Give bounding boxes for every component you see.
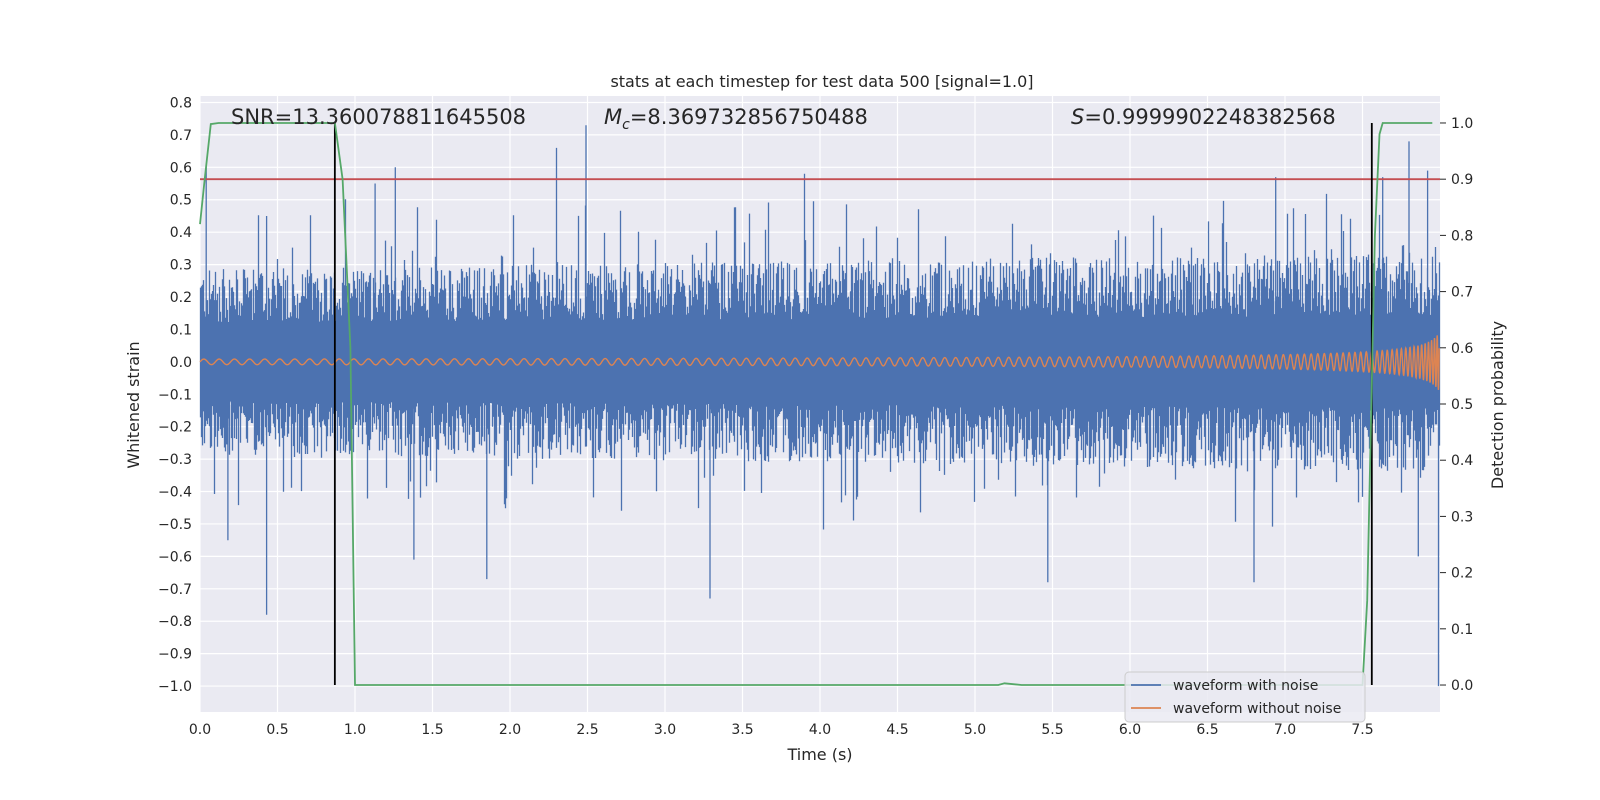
x-tick-label: 1.0 — [344, 722, 366, 738]
x-tick-label: 1.5 — [421, 722, 443, 738]
series-waveform-with-noise — [199, 125, 1441, 687]
y2-tick-label: 0.7 — [1451, 285, 1473, 301]
x-tick-label: 2.5 — [576, 722, 598, 738]
y2-tick-label: 0.1 — [1451, 622, 1473, 638]
y-tick-label: −0.7 — [158, 582, 192, 598]
y2-tick-label: 0.4 — [1451, 453, 1473, 469]
series-waveform-without-noise — [199, 335, 1440, 390]
x-tick-label: 5.5 — [1041, 722, 1063, 738]
overlay-lines — [199, 122, 1440, 686]
y-tick-label: −0.5 — [158, 517, 192, 533]
x-tick-label: 6.0 — [1119, 722, 1141, 738]
y-tick-label: −0.1 — [158, 387, 192, 403]
y2-tick-label: 1.0 — [1451, 116, 1473, 132]
legend-box — [1124, 671, 1366, 723]
x-tick-label: 5.0 — [964, 722, 986, 738]
y2-tick-label: 0.2 — [1451, 566, 1473, 582]
chirp-mass-annotation: Mc=8.369732856750488 — [604, 105, 868, 133]
y2-tick-label: 0.8 — [1451, 228, 1473, 244]
x-tick-label: 3.0 — [654, 722, 676, 738]
y2-tick-label: 0.9 — [1451, 172, 1473, 188]
snr-annotation: SNR=13.360078811645508 — [231, 105, 526, 129]
chirp-trace — [199, 335, 1440, 390]
y2-tick-label: 0.0 — [1451, 678, 1473, 694]
y2-tick-label: 0.6 — [1451, 341, 1473, 357]
y-tick-label: 0.1 — [170, 322, 192, 338]
tick-labels: 0.0 0.5 1.0 1.5 2.0 2.5 3.0 3.5 4.0 4.5 5.0 5.5 6.0 6… — [158, 95, 1473, 738]
y-tick-label: −0.6 — [158, 549, 192, 565]
mc-symbol: M — [604, 105, 622, 129]
x-axis-label: Time (s) — [786, 745, 852, 764]
x-tick-label: 4.5 — [886, 722, 908, 738]
y-tick-label: 0.3 — [170, 258, 192, 274]
legend: waveform with noise waveform without noi… — [1124, 671, 1366, 723]
y2-tick-label: 0.5 — [1451, 397, 1473, 413]
y-tick-label: −0.9 — [158, 647, 192, 663]
y-tick-label: 0.2 — [170, 290, 192, 306]
x-tick-label: 7.0 — [1274, 722, 1296, 738]
y-tick-label: −0.4 — [158, 485, 192, 501]
y-tick-label: 0.6 — [170, 160, 192, 176]
x-tick-label: 0.5 — [266, 722, 288, 738]
x-tick-label: 4.0 — [809, 722, 831, 738]
s-symbol: S — [1071, 105, 1084, 129]
detection-probability-line — [199, 122, 1433, 686]
y-tick-label: 0.8 — [170, 95, 192, 111]
y2-axis-label: Detection probability — [1488, 321, 1507, 489]
mc-value: =8.369732856750488 — [630, 105, 868, 129]
y-tick-label: −0.8 — [158, 614, 192, 630]
y-tick-label: 0.7 — [170, 128, 192, 144]
y-tick-label: −1.0 — [158, 679, 192, 695]
y-axis-label: Whitened strain — [124, 341, 143, 468]
legend-label-noise: waveform with noise — [1173, 678, 1318, 694]
x-tick-label: 2.0 — [499, 722, 521, 738]
y-tick-label: −0.3 — [158, 452, 192, 468]
y-tick-label: −0.2 — [158, 420, 192, 436]
x-tick-label: 3.5 — [731, 722, 753, 738]
x-tick-label: 0.0 — [189, 722, 211, 738]
x-tick-label: 6.5 — [1196, 722, 1218, 738]
y-tick-label: 0.5 — [170, 193, 192, 209]
s-value: =0.9999902248382568 — [1084, 105, 1335, 129]
y2-tick-label: 0.3 — [1451, 509, 1473, 525]
y-tick-label: 0.0 — [170, 355, 192, 371]
legend-label-clean: waveform without noise — [1173, 701, 1341, 717]
y-tick-label: 0.4 — [170, 225, 192, 241]
mc-subscript: c — [622, 117, 630, 133]
x-tick-label: 7.5 — [1351, 722, 1373, 738]
score-annotation: S=0.9999902248382568 — [1071, 105, 1336, 129]
chart-title: stats at each timestep for test data 500… — [610, 72, 1033, 91]
noise-trace — [199, 125, 1441, 687]
